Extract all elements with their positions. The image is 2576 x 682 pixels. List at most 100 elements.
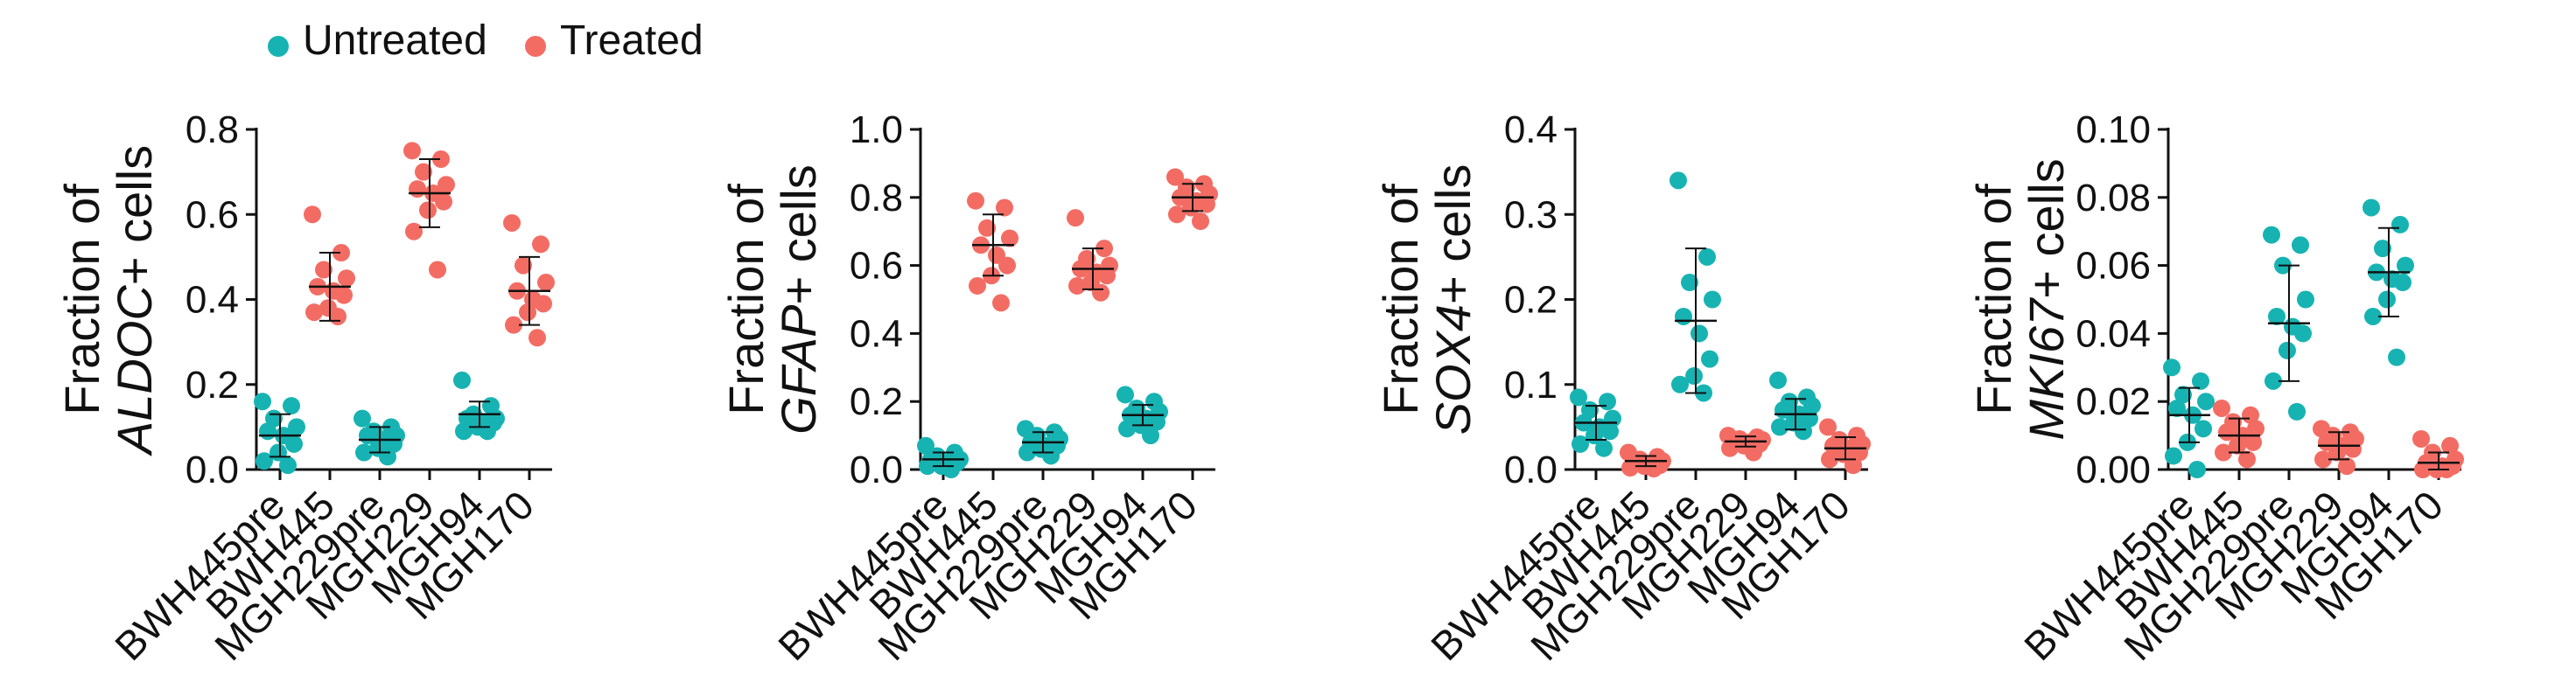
data-point xyxy=(919,457,936,476)
data-point xyxy=(2414,461,2432,478)
data-point xyxy=(354,409,371,428)
y-tick-label: 0.10 xyxy=(2076,108,2151,151)
y-tick-label: 0.4 xyxy=(850,312,903,355)
data-point xyxy=(2229,436,2246,455)
chart-panel-mki67: 0.00 0.02 0.04 0.06 0.08 0.10 Fraction ofMKI67… xyxy=(1966,108,2464,669)
data-point xyxy=(2213,399,2230,417)
data-point xyxy=(1645,460,1662,478)
data-point xyxy=(1690,324,1708,343)
data-point xyxy=(288,418,305,436)
data-point xyxy=(967,191,984,210)
data-point xyxy=(254,393,271,411)
data-point xyxy=(1745,443,1762,462)
data-point xyxy=(2192,372,2209,390)
data-point xyxy=(1704,290,1721,309)
y-tick-label: 0.2 xyxy=(1504,279,1558,322)
data-point xyxy=(1721,439,1739,457)
data-point xyxy=(1116,386,1134,404)
data-point xyxy=(2247,420,2264,438)
data-point xyxy=(2378,290,2396,309)
data-point xyxy=(519,303,536,322)
data-point xyxy=(1599,393,1616,411)
data-point xyxy=(453,371,471,389)
data-point xyxy=(259,422,276,441)
data-point xyxy=(2188,461,2206,478)
y-tick-label: 0.2 xyxy=(186,364,239,407)
data-point xyxy=(528,329,546,347)
data-point xyxy=(1148,413,1166,431)
data-point xyxy=(1601,422,1619,441)
data-point xyxy=(1670,171,1687,190)
legend-swatch-untreated xyxy=(268,36,289,57)
data-point xyxy=(503,213,521,232)
data-point xyxy=(403,142,421,160)
y-tick-label: 0.8 xyxy=(186,108,239,151)
data-point xyxy=(315,261,332,279)
y-tick-label: 0.0 xyxy=(1504,449,1558,491)
data-point xyxy=(2215,443,2232,462)
data-point xyxy=(2344,440,2362,458)
data-point xyxy=(335,286,353,304)
data-point xyxy=(429,261,446,279)
legend: Untreated Treated xyxy=(268,17,704,64)
data-point xyxy=(1067,209,1084,227)
data-point xyxy=(992,294,1010,312)
data-point xyxy=(1701,350,1718,368)
data-point xyxy=(2374,240,2391,258)
data-point xyxy=(1795,422,1812,441)
y-axis-label: Fraction of xyxy=(718,184,774,415)
data-point xyxy=(1572,435,1589,453)
data-point xyxy=(917,436,934,455)
data-point xyxy=(1844,456,1862,475)
data-point xyxy=(1092,283,1110,302)
data-point xyxy=(2362,198,2380,217)
data-point xyxy=(1685,367,1703,386)
y-tick-label: 0.04 xyxy=(2076,312,2151,355)
data-point xyxy=(535,295,552,313)
y-axis-label-gene: SOX4+ cells xyxy=(1425,164,1480,435)
y-tick-label: 0.00 xyxy=(2076,449,2151,491)
data-point xyxy=(2197,393,2215,411)
data-point xyxy=(279,456,297,475)
data-point xyxy=(2397,256,2414,275)
data-point xyxy=(332,244,350,262)
y-tick-label: 0.0 xyxy=(186,449,239,491)
data-point xyxy=(2288,402,2306,421)
data-point xyxy=(998,256,1016,275)
y-axis-label: Fraction of xyxy=(1373,184,1428,415)
data-point xyxy=(338,269,355,288)
data-point xyxy=(505,316,522,334)
y-axis-label-gene: MKI67+ cells xyxy=(2019,158,2074,440)
legend-label-treated: Treated xyxy=(560,17,704,64)
y-axis-label-gene: GFAP+ cells xyxy=(771,164,826,435)
data-point xyxy=(415,163,432,181)
data-point xyxy=(479,422,496,441)
data-point xyxy=(1570,388,1587,407)
y-tick-label: 0.4 xyxy=(186,279,239,322)
data-point xyxy=(283,397,300,415)
y-tick-label: 0.3 xyxy=(1504,193,1558,236)
data-point xyxy=(1821,450,1838,469)
data-point xyxy=(537,274,555,292)
data-point xyxy=(2338,457,2356,476)
data-point xyxy=(2364,307,2382,325)
y-tick-label: 0.02 xyxy=(2076,380,2151,423)
data-point xyxy=(2168,399,2186,417)
data-point xyxy=(1182,198,1200,217)
data-point xyxy=(2441,436,2459,455)
data-point xyxy=(304,205,321,224)
data-point xyxy=(942,461,960,478)
data-point xyxy=(1096,240,1113,258)
y-axis-label-gene: ALDOC+ cells xyxy=(107,145,162,456)
data-point xyxy=(1142,427,1159,445)
data-point xyxy=(514,256,532,275)
data-point xyxy=(1681,274,1698,292)
data-point xyxy=(2297,290,2314,309)
data-point xyxy=(1166,168,1184,186)
data-point xyxy=(2165,447,2182,465)
data-point xyxy=(1168,205,1186,224)
data-point xyxy=(996,198,1013,217)
data-point xyxy=(285,435,303,453)
